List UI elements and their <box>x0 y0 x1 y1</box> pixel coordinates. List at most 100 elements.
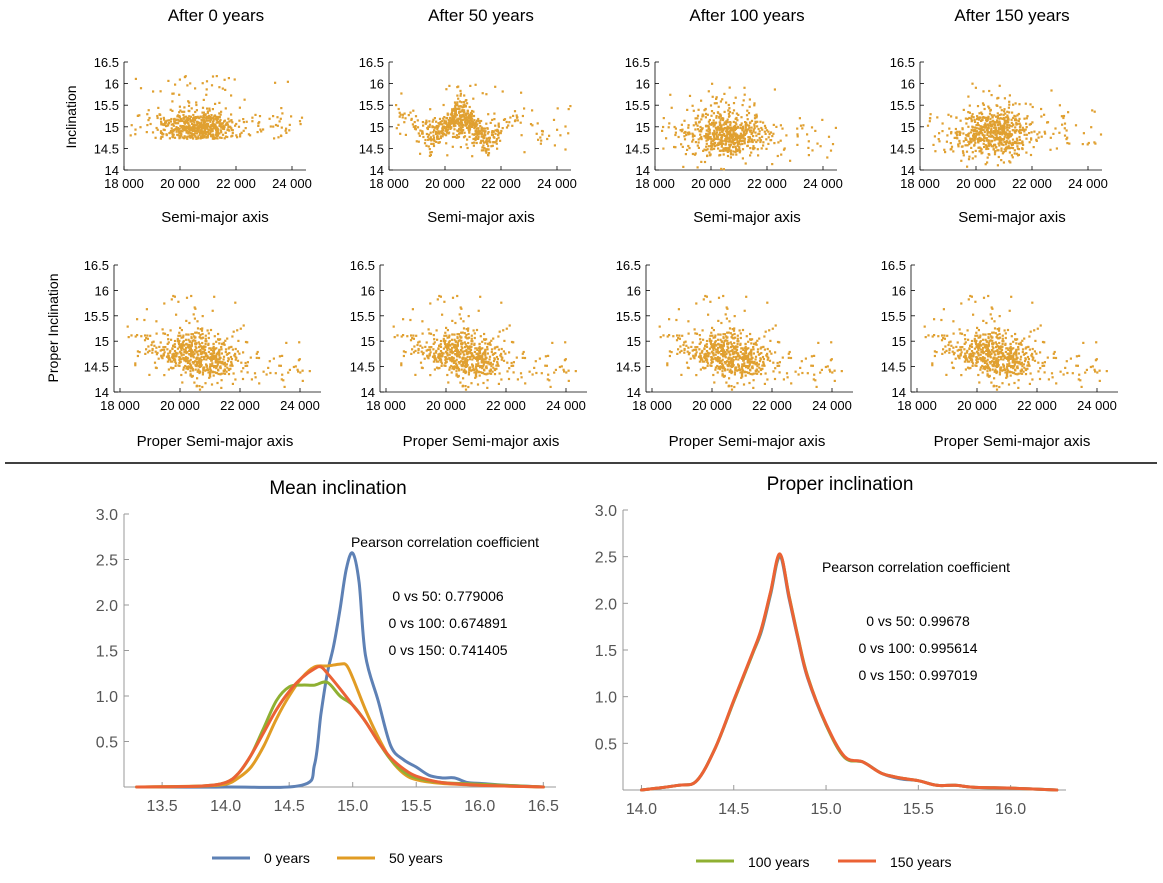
data-point <box>512 361 515 364</box>
data-point <box>430 138 433 141</box>
data-point <box>432 144 436 148</box>
data-point <box>709 104 713 107</box>
y-tick-label: 15 <box>361 334 375 349</box>
data-point <box>297 359 300 362</box>
data-point <box>442 132 445 135</box>
data-point <box>475 121 478 124</box>
data-point <box>414 373 417 376</box>
data-point <box>1062 116 1065 120</box>
data-point <box>725 120 728 123</box>
data-point <box>228 352 231 355</box>
data-point <box>284 129 287 132</box>
data-point <box>193 119 197 122</box>
data-point <box>1093 141 1096 144</box>
data-point <box>731 357 734 360</box>
data-point <box>1014 358 1017 361</box>
data-point <box>829 370 832 373</box>
data-point <box>179 346 182 349</box>
data-point <box>448 131 451 134</box>
y-tick-label: 15.5 <box>616 309 641 324</box>
data-point <box>799 366 802 369</box>
data-point <box>461 331 464 334</box>
data-point <box>747 372 751 375</box>
data-point <box>460 345 463 348</box>
data-point <box>145 131 148 134</box>
data-point <box>251 116 254 119</box>
data-point <box>763 382 766 385</box>
data-point <box>458 361 462 364</box>
data-point <box>228 120 231 123</box>
data-point <box>678 351 682 354</box>
data-point <box>170 298 173 301</box>
data-point <box>467 371 471 374</box>
data-point <box>153 361 157 364</box>
data-point <box>191 368 194 371</box>
data-point <box>475 119 479 122</box>
data-point <box>723 366 726 369</box>
data-point <box>1011 125 1014 128</box>
data-point <box>1008 94 1011 97</box>
data-point <box>816 142 819 145</box>
data-point <box>151 348 154 351</box>
data-point <box>448 334 451 337</box>
y-tick-label: 14.5 <box>881 360 906 375</box>
data-point <box>722 294 725 298</box>
data-point <box>176 339 179 342</box>
data-point <box>440 358 443 361</box>
data-point <box>1000 147 1003 150</box>
data-point <box>450 348 453 351</box>
data-point <box>797 373 800 376</box>
data-point <box>213 366 216 369</box>
data-point <box>1000 141 1003 144</box>
data-point <box>740 374 743 377</box>
data-point <box>470 369 473 372</box>
data-point <box>196 327 200 330</box>
data-point <box>726 360 729 363</box>
data-point <box>423 357 426 360</box>
data-point <box>734 132 737 135</box>
data-point <box>1003 131 1006 134</box>
data-point <box>195 101 198 104</box>
data-point <box>701 113 704 116</box>
data-point <box>400 92 403 95</box>
data-point <box>756 139 759 142</box>
data-point <box>720 344 723 347</box>
data-point <box>1011 138 1015 141</box>
data-point <box>990 335 993 338</box>
data-point <box>751 365 754 368</box>
data-point <box>698 348 701 351</box>
data-point <box>691 152 694 156</box>
data-point <box>1007 118 1010 121</box>
data-point <box>211 347 214 350</box>
data-point <box>705 345 709 348</box>
x-tick-label: 24 000 <box>1077 398 1117 413</box>
data-point <box>1003 121 1007 124</box>
data-point <box>779 124 782 127</box>
x-tick-label: 18 000 <box>100 398 140 413</box>
data-point <box>490 339 493 342</box>
data-point <box>457 375 460 378</box>
data-point <box>219 360 222 363</box>
data-point <box>718 357 721 360</box>
data-point <box>563 370 566 373</box>
data-point <box>683 119 686 122</box>
data-point <box>473 141 476 144</box>
data-point <box>1037 136 1040 139</box>
data-point <box>246 364 249 367</box>
data-point <box>475 132 478 135</box>
data-point <box>420 350 423 353</box>
data-point <box>976 105 980 108</box>
data-point <box>209 118 212 121</box>
data-point <box>725 381 728 384</box>
data-point <box>446 113 449 116</box>
data-point <box>202 368 205 371</box>
data-point <box>535 371 538 375</box>
data-point <box>227 347 230 350</box>
data-point <box>724 356 727 359</box>
data-point <box>173 118 176 121</box>
data-point <box>994 332 997 335</box>
row2-xlabel-2: Proper Semi-major axis <box>403 433 560 450</box>
data-point <box>739 124 742 127</box>
data-point <box>756 372 759 375</box>
data-point <box>421 121 424 124</box>
